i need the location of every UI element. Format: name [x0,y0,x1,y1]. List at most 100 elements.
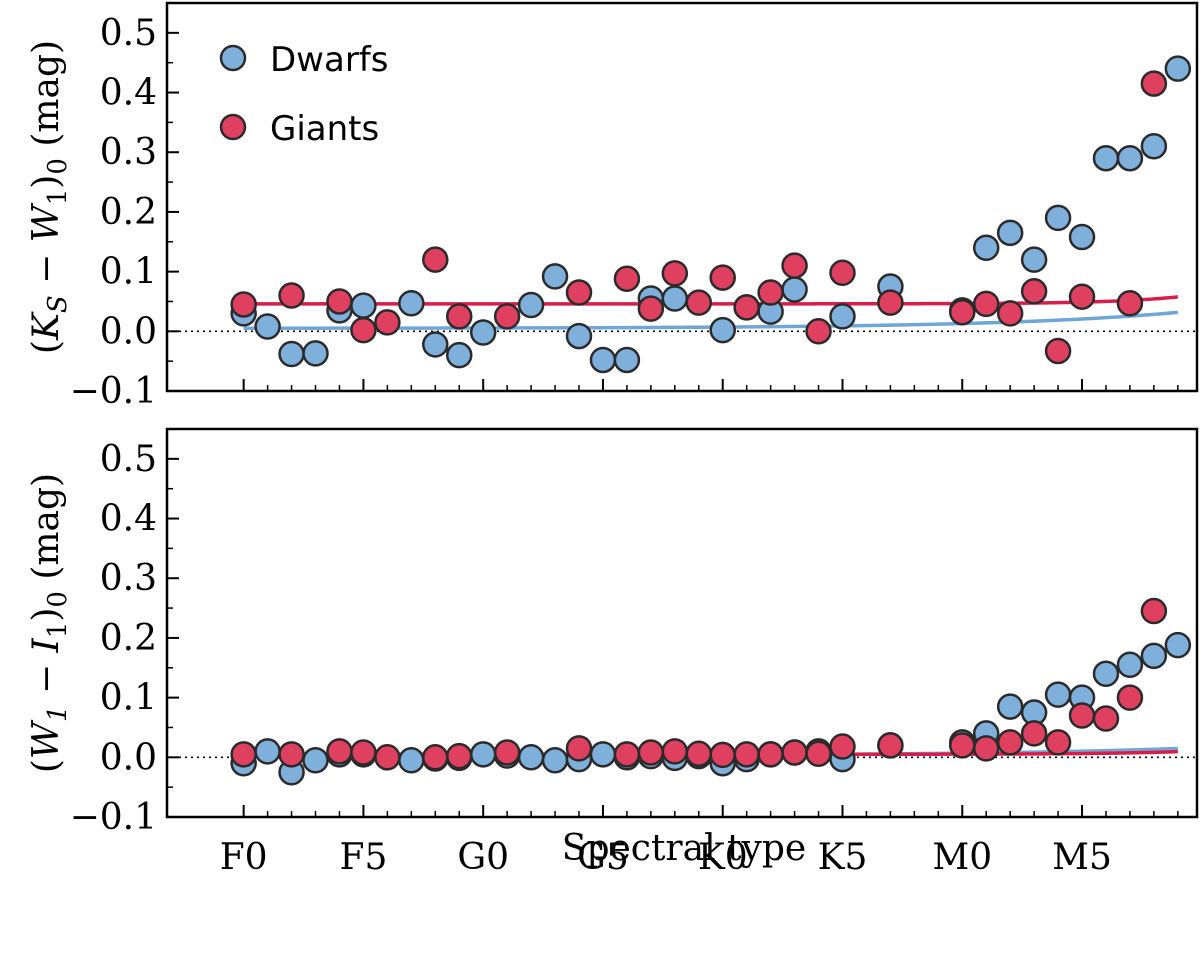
dwarfs-series [230,55,1192,374]
dwarf-point [469,319,497,346]
giant-point [757,741,784,768]
giant-point [733,741,760,768]
giant-point [781,252,808,279]
y-axis-label: (KS − W1)0 (mag) [26,40,73,354]
x-tick-label: G0 [457,837,509,878]
giant-point [996,300,1024,327]
giant-point [1116,290,1144,317]
dwarf-point [278,340,305,368]
y-tick-label: 0.2 [100,192,157,233]
y-tick-label: −0.1 [70,371,157,412]
giant-point [637,295,665,322]
giant-point [972,735,1000,762]
giant-point [661,260,689,287]
giant-point [972,290,1000,318]
dwarf-point [254,738,281,765]
dwarf-point [1164,631,1192,659]
y-axis-label-part: 1 [43,622,73,639]
y-axis-label-part: W [26,719,67,759]
x-tick-label: G5 [577,837,629,878]
x-tick-label: M5 [1052,837,1112,878]
dwarf-point [541,747,569,774]
dwarf-point [996,219,1024,247]
x-tick-label: M0 [932,837,992,878]
giant-point [613,265,641,293]
dwarf-point [589,346,617,374]
giant-point [278,282,305,309]
y-tick-label: 0.4 [100,499,157,540]
y-tick-label: 0.3 [100,132,157,173]
y-axis-label-part: 1 [43,706,73,723]
giant-point [565,279,593,306]
y-axis-label-part: 0 [43,158,73,175]
y-tick-label: 0.1 [100,678,157,719]
giant-point [1068,702,1096,729]
y-tick-label: 0.5 [100,439,157,480]
giant-point [1068,283,1096,310]
plot-area [230,597,1192,786]
y-axis-label-part: I [26,637,67,653]
y-axis-label-part: S [43,295,73,313]
dwarf-point [541,263,569,290]
giant-point [1140,597,1168,625]
giant-point [422,744,449,771]
giant-point [445,303,473,330]
dwarf-point [1116,651,1144,679]
y-axis-label-part: − [26,652,67,705]
giant-point [565,735,593,762]
dwarf-point [469,741,497,768]
giant-point [709,741,736,769]
y-axis-label-part: W [26,202,67,242]
y-axis-label-part: ( [26,340,67,354]
x-tick-label: K5 [818,837,868,878]
bottom-panel: −0.1 0.0 0.1 0.2 0.3 0.4 0.5 F0 F5 G0 G5 K0 K5 M0 M5 (W… [26,427,1199,878]
giant-point [493,303,521,330]
dwarf-point [517,291,545,319]
dwarf-point [972,234,1000,261]
giant-point [877,732,904,759]
giant-point [637,739,665,766]
legend: Dwarfs Giants [219,40,389,149]
dwarf-point [398,747,425,774]
giant-point [374,744,401,771]
giant-point [829,733,856,760]
giant-point [326,738,353,765]
dwarf-point [829,303,856,330]
giant-point [757,279,784,306]
dwarf-point [589,741,617,768]
giant-point [949,298,976,326]
giant-point [1044,337,1072,365]
dwarf-point [709,316,736,344]
legend-dwarfs-marker [219,44,247,72]
giant-point [1116,684,1144,711]
y-axis-label-part: ( [26,759,67,773]
legend-dwarfs-label: Dwarfs [270,40,389,80]
giant-point [829,259,856,287]
y-axis-label-part: 1 [43,189,73,206]
x-axis-label: Spectral type [562,828,806,869]
giant-point [1020,720,1048,747]
giant-point [661,738,689,765]
top-panel: −0.1 0.0 0.1 0.2 0.3 0.4 0.5 (KS − W1)0 (mag) [26,1,1199,412]
giant-point [996,729,1024,756]
giant-point [493,739,521,766]
axes-frame [165,427,1199,819]
giant-point [326,288,353,315]
dwarf-point [302,340,329,367]
y-axis-label-part: ) [26,175,67,189]
y-axis-label-part: (mag) [26,473,67,591]
dwarf-point [1068,223,1096,251]
dwarf-point [1044,204,1072,232]
y-tick-label: 0.0 [100,737,157,778]
y-tick-label: 0.4 [100,73,157,114]
dwarf-point [1044,681,1072,708]
giant-point [230,741,257,768]
y-axis-label-part: K [26,311,67,341]
y-axis-label: (W1 − I1)0 (mag) [26,473,73,773]
dwarf-point [613,346,641,374]
giant-point [709,264,736,291]
dwarf-point [661,285,689,312]
dwarf-point [1092,660,1120,687]
giant-point [685,740,713,767]
